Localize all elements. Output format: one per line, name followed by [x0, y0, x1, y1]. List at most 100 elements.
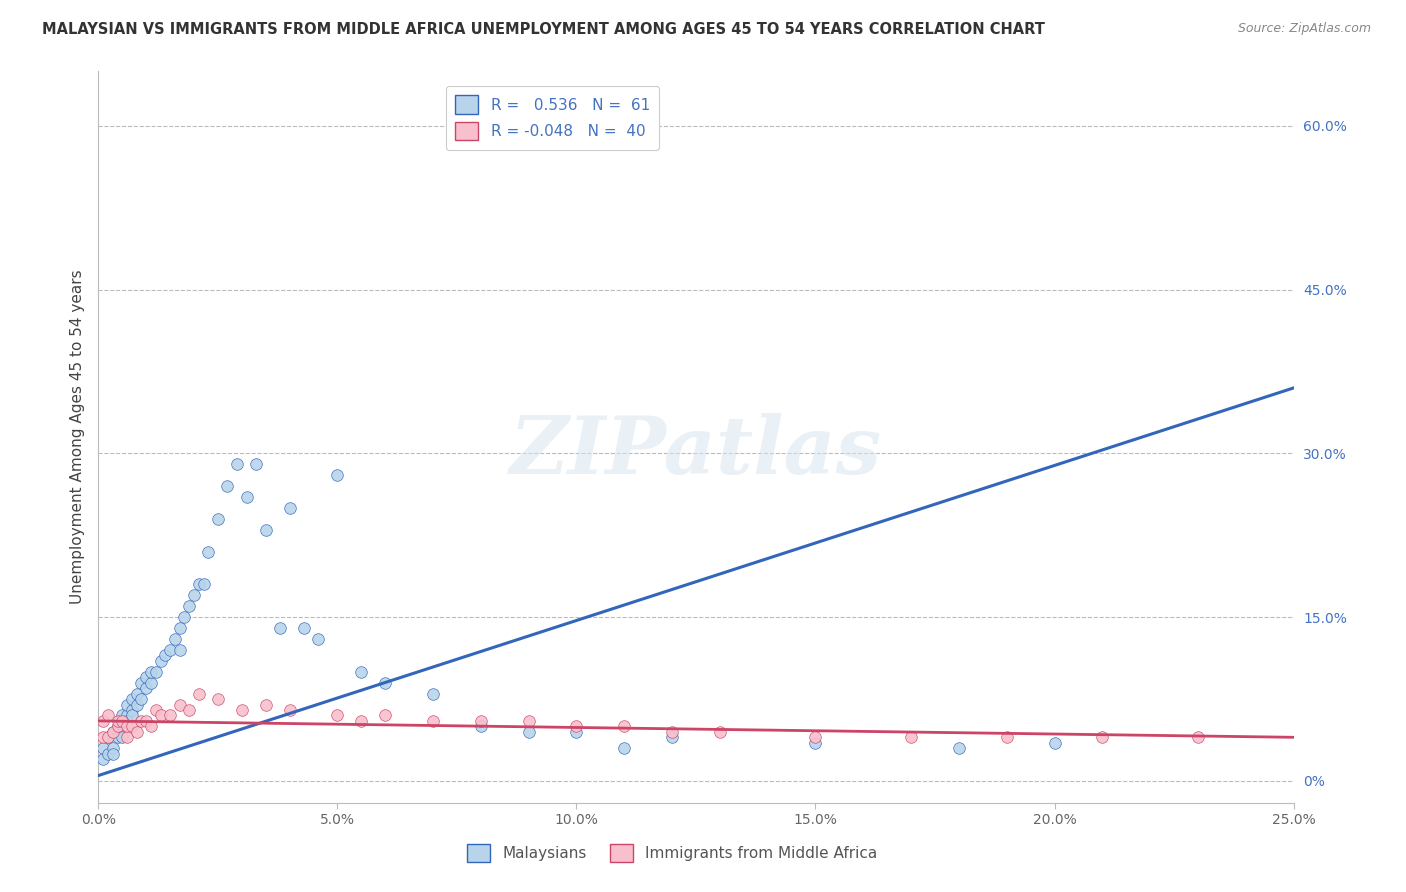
Point: [91, 741, 114, 756]
Point: [187, 577, 209, 591]
Point: [254, 523, 277, 537]
Point: [135, 670, 157, 684]
Point: [197, 545, 219, 559]
Point: [121, 703, 143, 717]
Point: [709, 724, 731, 739]
Point: [135, 714, 157, 728]
Point: [183, 588, 205, 602]
Point: [565, 719, 588, 733]
Point: [139, 719, 162, 733]
Point: [278, 501, 301, 516]
Point: [145, 665, 167, 679]
Point: [111, 714, 134, 728]
Point: [948, 741, 970, 756]
Point: [661, 731, 683, 745]
Point: [307, 632, 329, 646]
Point: [149, 708, 172, 723]
Point: [111, 731, 134, 745]
Point: [139, 675, 162, 690]
Point: [121, 692, 143, 706]
Point: [1187, 731, 1209, 745]
Point: [470, 714, 492, 728]
Legend: Malaysians, Immigrants from Middle Africa: Malaysians, Immigrants from Middle Afric…: [461, 838, 883, 868]
Point: [101, 747, 124, 761]
Point: [97, 731, 120, 745]
Point: [115, 719, 138, 733]
Point: [179, 599, 201, 614]
Point: [145, 703, 167, 717]
Point: [1091, 731, 1114, 745]
Point: [125, 724, 148, 739]
Point: [111, 708, 134, 723]
Point: [422, 714, 444, 728]
Point: [422, 687, 444, 701]
Point: [470, 719, 492, 733]
Point: [613, 741, 636, 756]
Point: [131, 692, 153, 706]
Point: [292, 621, 315, 635]
Point: [326, 708, 349, 723]
Point: [91, 752, 114, 766]
Point: [517, 724, 540, 739]
Point: [159, 643, 181, 657]
Point: [374, 675, 396, 690]
Point: [101, 724, 124, 739]
Point: [326, 468, 349, 483]
Point: [565, 724, 588, 739]
Point: [97, 731, 120, 745]
Text: Source: ZipAtlas.com: Source: ZipAtlas.com: [1237, 22, 1371, 36]
Point: [169, 698, 191, 712]
Point: [155, 648, 177, 663]
Point: [115, 714, 138, 728]
Point: [101, 741, 124, 756]
Point: [1043, 736, 1066, 750]
Y-axis label: Unemployment Among Ages 45 to 54 years: Unemployment Among Ages 45 to 54 years: [69, 269, 84, 605]
Point: [97, 747, 120, 761]
Point: [111, 719, 134, 733]
Point: [149, 654, 172, 668]
Point: [97, 708, 120, 723]
Point: [107, 719, 129, 733]
Point: [804, 736, 827, 750]
Point: [169, 643, 191, 657]
Point: [350, 714, 373, 728]
Point: [115, 698, 138, 712]
Point: [101, 724, 124, 739]
Point: [661, 724, 683, 739]
Point: [207, 692, 229, 706]
Point: [245, 458, 267, 472]
Point: [135, 681, 157, 695]
Point: [217, 479, 239, 493]
Point: [187, 687, 209, 701]
Point: [131, 714, 153, 728]
Point: [121, 708, 143, 723]
Point: [226, 458, 249, 472]
Point: [91, 714, 114, 728]
Point: [269, 621, 291, 635]
Point: [169, 621, 191, 635]
Point: [131, 675, 153, 690]
Point: [163, 632, 186, 646]
Point: [107, 731, 129, 745]
Point: [900, 731, 922, 745]
Point: [278, 703, 301, 717]
Point: [235, 490, 257, 504]
Point: [254, 698, 277, 712]
Text: MALAYSIAN VS IMMIGRANTS FROM MIDDLE AFRICA UNEMPLOYMENT AMONG AGES 45 TO 54 YEAR: MALAYSIAN VS IMMIGRANTS FROM MIDDLE AFRI…: [42, 22, 1045, 37]
Point: [107, 714, 129, 728]
Point: [173, 610, 195, 624]
Point: [125, 698, 148, 712]
Point: [139, 665, 162, 679]
Point: [517, 714, 540, 728]
Point: [613, 719, 636, 733]
Point: [121, 719, 143, 733]
Point: [995, 731, 1018, 745]
Point: [193, 577, 215, 591]
Point: [350, 665, 373, 679]
Point: [107, 719, 129, 733]
Point: [115, 731, 138, 745]
Point: [207, 512, 229, 526]
Point: [374, 708, 396, 723]
Point: [159, 708, 181, 723]
Point: [91, 731, 114, 745]
